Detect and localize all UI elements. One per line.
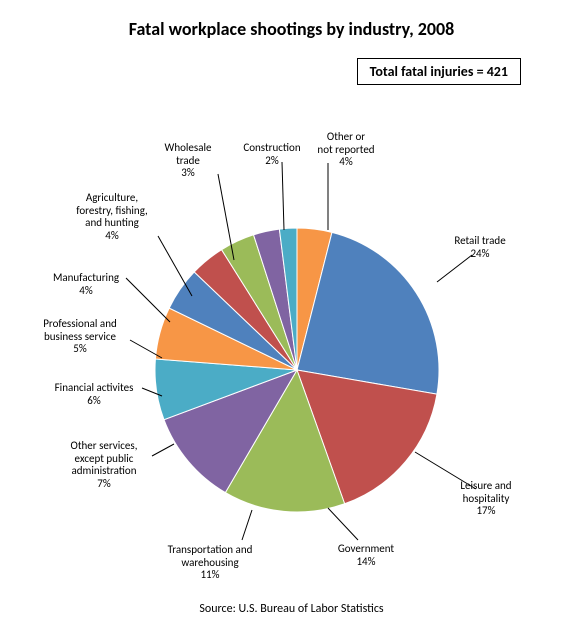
slice-label: Financial activites6%: [24, 382, 164, 407]
slice-label: Professional andbusiness service5%: [10, 318, 150, 356]
slice-label: Government14%: [296, 543, 436, 568]
total-injuries-box: Total fatal injuries = 421: [357, 58, 521, 85]
slice-label: Other ornot reported4%: [276, 131, 416, 169]
slice-label: Construction2%: [202, 142, 342, 167]
leader-line: [437, 255, 472, 282]
pie-chart: [153, 226, 441, 514]
slice-label: Transportation andwarehousing11%: [140, 544, 280, 582]
slice-label: Manufacturing4%: [16, 272, 156, 297]
slice-label: Wholesaletrade3%: [118, 142, 258, 180]
source-text: Source: U.S. Bureau of Labor Statistics: [0, 602, 583, 616]
chart-container: Fatal workplace shootings by industry, 2…: [0, 0, 583, 634]
leader-line: [282, 162, 284, 230]
chart-title: Fatal workplace shootings by industry, 2…: [0, 18, 583, 40]
leader-line: [242, 510, 252, 540]
